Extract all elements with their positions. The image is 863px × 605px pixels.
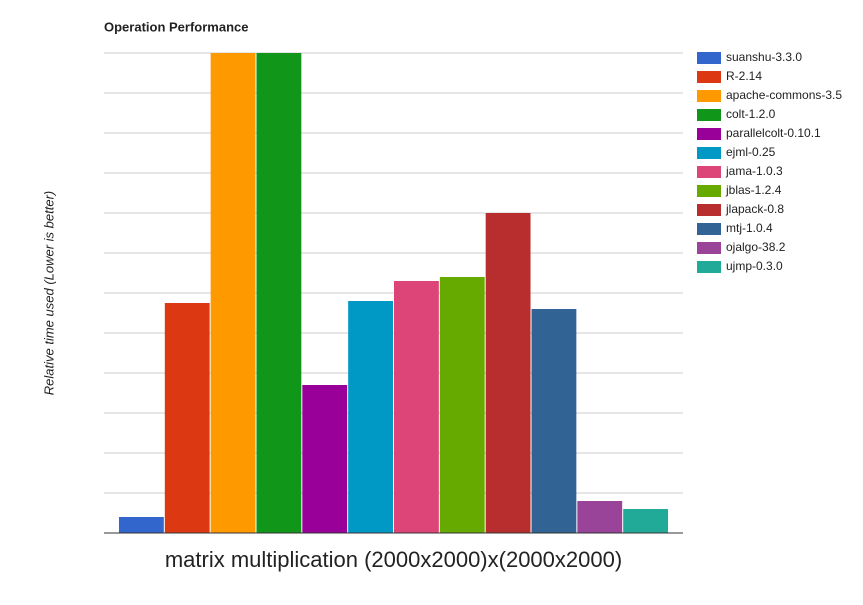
- legend-label: jama-1.0.3: [725, 164, 783, 178]
- bar: [210, 53, 256, 533]
- legend-swatch: [697, 147, 721, 159]
- legend-swatch: [697, 242, 721, 254]
- legend-label: R-2.14: [726, 69, 762, 83]
- y-axis-label: Relative time used (Lower is better): [41, 191, 56, 395]
- legend-swatch: [697, 166, 721, 178]
- chart-title: Operation Performance: [104, 19, 249, 34]
- legend-swatch: [697, 52, 721, 64]
- bar: [485, 213, 531, 533]
- bar: [256, 53, 302, 533]
- legend-swatch: [697, 90, 721, 102]
- legend-swatch: [697, 261, 721, 273]
- legend-label: jlapack-0.8: [725, 202, 784, 216]
- legend-label: jblas-1.2.4: [725, 183, 782, 197]
- legend-label: ojalgo-38.2: [726, 240, 786, 254]
- legend-swatch: [697, 109, 721, 121]
- legend-label: mtj-1.0.4: [726, 221, 773, 235]
- bar: [439, 277, 485, 533]
- bar: [348, 301, 393, 533]
- bar: [394, 281, 439, 533]
- legend-swatch: [697, 204, 721, 216]
- legend-label: ejml-0.25: [726, 145, 776, 159]
- bar: [302, 385, 348, 533]
- x-tick-label: matrix multiplication (2000x2000)x(2000x…: [165, 547, 622, 572]
- bar: [623, 509, 669, 533]
- legend-swatch: [697, 185, 721, 197]
- legend-label: apache-commons-3.5: [726, 88, 842, 102]
- legend-swatch: [697, 71, 721, 83]
- bar: [577, 501, 623, 533]
- legend-swatch: [697, 128, 721, 140]
- bar: [531, 309, 577, 533]
- bar: [118, 517, 164, 533]
- legend-swatch: [697, 223, 721, 235]
- legend-label: suanshu-3.3.0: [726, 50, 802, 64]
- legend-label: parallelcolt-0.10.1: [726, 126, 821, 140]
- bar: [164, 303, 210, 533]
- legend-label: colt-1.2.0: [726, 107, 776, 121]
- legend-label: ujmp-0.3.0: [726, 259, 783, 273]
